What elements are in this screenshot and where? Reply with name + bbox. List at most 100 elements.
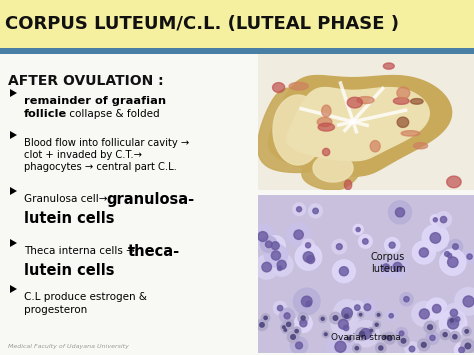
Circle shape <box>361 328 371 339</box>
Polygon shape <box>322 105 331 117</box>
Circle shape <box>447 318 458 329</box>
Circle shape <box>346 335 353 342</box>
Circle shape <box>277 260 286 269</box>
Polygon shape <box>313 154 353 182</box>
Circle shape <box>313 208 319 214</box>
Circle shape <box>333 316 338 320</box>
Circle shape <box>261 236 277 252</box>
Circle shape <box>436 212 451 228</box>
Circle shape <box>433 218 438 222</box>
Circle shape <box>284 329 287 331</box>
Circle shape <box>422 225 448 251</box>
Bar <box>0 54 474 355</box>
Circle shape <box>463 296 474 307</box>
Circle shape <box>306 243 310 248</box>
Text: theca-: theca- <box>128 244 180 259</box>
Circle shape <box>282 327 289 333</box>
Circle shape <box>298 313 308 323</box>
Circle shape <box>450 332 460 342</box>
Circle shape <box>295 329 298 333</box>
Circle shape <box>401 339 406 343</box>
Circle shape <box>293 203 305 215</box>
Text: Medical Faculty of Udayana University: Medical Faculty of Udayana University <box>8 344 129 349</box>
Circle shape <box>324 333 327 335</box>
Circle shape <box>294 230 303 239</box>
Circle shape <box>440 249 466 275</box>
Circle shape <box>297 207 301 212</box>
Circle shape <box>375 323 378 326</box>
Circle shape <box>439 310 467 337</box>
Polygon shape <box>268 76 452 176</box>
Circle shape <box>447 253 452 258</box>
Polygon shape <box>397 87 410 99</box>
Circle shape <box>440 329 450 340</box>
Circle shape <box>353 321 379 347</box>
Text: phagocytes → central part C.L.: phagocytes → central part C.L. <box>24 162 177 172</box>
Circle shape <box>283 319 294 329</box>
Polygon shape <box>393 98 409 104</box>
Polygon shape <box>10 131 17 139</box>
Circle shape <box>393 262 402 272</box>
Circle shape <box>345 314 348 318</box>
Circle shape <box>404 296 409 302</box>
Circle shape <box>359 299 376 316</box>
Circle shape <box>373 321 381 328</box>
Polygon shape <box>10 239 17 247</box>
Polygon shape <box>257 87 338 173</box>
Polygon shape <box>345 180 352 190</box>
Polygon shape <box>357 97 374 104</box>
Circle shape <box>302 297 315 310</box>
Text: lutein cells: lutein cells <box>24 211 115 226</box>
Circle shape <box>409 346 415 352</box>
Circle shape <box>271 242 279 250</box>
Circle shape <box>462 327 471 336</box>
Circle shape <box>375 312 382 318</box>
Circle shape <box>306 301 311 306</box>
Polygon shape <box>410 99 423 104</box>
Circle shape <box>303 252 314 262</box>
Circle shape <box>384 237 400 253</box>
Circle shape <box>389 201 411 224</box>
Polygon shape <box>10 285 17 293</box>
Circle shape <box>386 256 409 278</box>
Circle shape <box>395 208 405 217</box>
Circle shape <box>274 263 285 274</box>
Circle shape <box>383 264 390 271</box>
Circle shape <box>375 343 386 353</box>
Circle shape <box>255 255 279 279</box>
Text: C.L produce estrogen &: C.L produce estrogen & <box>24 292 147 302</box>
Circle shape <box>448 240 463 254</box>
Circle shape <box>426 298 447 319</box>
Circle shape <box>455 343 469 355</box>
Circle shape <box>301 296 312 307</box>
Circle shape <box>265 236 285 256</box>
Circle shape <box>301 250 321 269</box>
Polygon shape <box>10 187 17 195</box>
Circle shape <box>333 260 355 283</box>
Circle shape <box>363 239 368 244</box>
Circle shape <box>302 239 314 252</box>
Circle shape <box>396 328 407 339</box>
Circle shape <box>270 253 293 276</box>
Text: Corpus
luteum: Corpus luteum <box>371 252 405 274</box>
Circle shape <box>382 333 389 341</box>
Circle shape <box>334 300 360 326</box>
Circle shape <box>463 250 474 263</box>
Circle shape <box>300 320 307 327</box>
Text: remainder of graafian: remainder of graafian <box>24 96 166 106</box>
Circle shape <box>389 242 395 248</box>
Circle shape <box>348 337 351 340</box>
Circle shape <box>419 248 428 257</box>
Circle shape <box>339 267 348 276</box>
Circle shape <box>424 321 436 333</box>
Circle shape <box>264 244 287 267</box>
Circle shape <box>291 335 295 339</box>
Circle shape <box>264 316 267 320</box>
Circle shape <box>337 244 342 250</box>
Circle shape <box>321 317 324 320</box>
Circle shape <box>432 305 441 313</box>
Circle shape <box>291 337 308 354</box>
Circle shape <box>358 235 372 248</box>
Circle shape <box>262 262 272 272</box>
Circle shape <box>265 241 272 248</box>
